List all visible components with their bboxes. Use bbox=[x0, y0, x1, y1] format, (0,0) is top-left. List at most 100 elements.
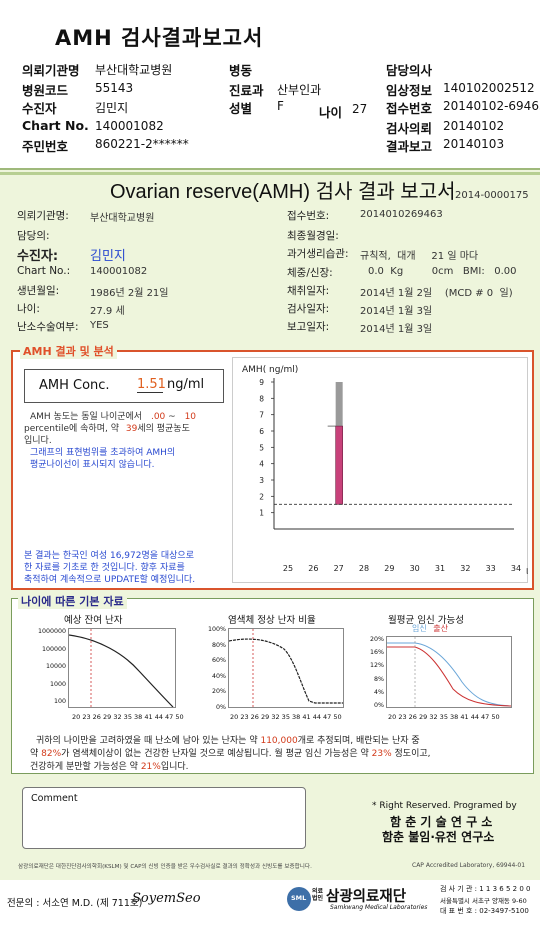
chart3-x-ticks: 20 23 26 29 32 35 38 41 44 47 50 bbox=[388, 713, 500, 721]
report-right-label: 과거생리습관: bbox=[287, 248, 349, 260]
chart-x-label: 나이 bbox=[526, 567, 528, 578]
y-tick-label: 2 bbox=[259, 492, 264, 501]
y-tick-label: 60% bbox=[212, 657, 226, 665]
y-tick-label: 4 bbox=[259, 460, 264, 469]
report-left-value: 부산대학교병원 bbox=[90, 213, 155, 224]
header-label: 주민번호 bbox=[22, 139, 69, 154]
report-right-label: 보고일자: bbox=[287, 321, 330, 333]
amh-note-line2: 평균나이선이 표시되지 않습니다. bbox=[30, 460, 155, 470]
header-label: 수진자 bbox=[22, 101, 57, 116]
summary2-text-c: 정도이고, bbox=[394, 749, 431, 759]
summary2-text-b: 가 염색체이상이 없는 건강한 난자일 것으로 예상됩니다. 월 평균 임신 가… bbox=[61, 749, 369, 759]
report-left-value: 김민지 bbox=[90, 249, 126, 264]
header-value: 김민지 bbox=[95, 101, 129, 115]
header-value: 부산대학교병원 bbox=[95, 63, 173, 77]
amh-conc-value: 1.51 bbox=[137, 377, 166, 393]
ovarian-report-title: Ovarian reserve(AMH) 검사 결과 보고서 bbox=[110, 181, 456, 203]
foundation-name-en: Samkwang Medical Laboratories bbox=[330, 904, 428, 911]
report-left-label: 생년월일: bbox=[17, 285, 60, 297]
chart3-plot bbox=[386, 636, 512, 708]
x-tick-label: 32 bbox=[460, 564, 470, 573]
header-value: 140102002512 bbox=[443, 81, 535, 95]
report-left-value: YES bbox=[90, 320, 109, 331]
y-tick-label: 80% bbox=[212, 641, 226, 649]
summary2-ratio: 82% bbox=[41, 749, 62, 759]
header-value: 140001082 bbox=[95, 119, 164, 133]
amh-desc-line2: percentile에 속하며, 약 39세의 평균농도 bbox=[24, 421, 190, 434]
x-tick-label: 26 bbox=[308, 564, 318, 573]
summary3-text-b: 입니다. bbox=[160, 762, 189, 772]
summary2-pregnancy: 23% bbox=[371, 749, 392, 759]
report-right-value: 0.0 Kg 0cm BMI: 0.00 bbox=[368, 266, 517, 277]
summary2-text: 약 bbox=[30, 749, 39, 759]
report-right-label: 채취일자: bbox=[287, 285, 330, 297]
y-tick-label: 16% bbox=[370, 649, 384, 657]
summary-line1: 귀하의 나이만을 고려하였을 때 난소에 남아 있는 난자는 약 110,000… bbox=[36, 733, 420, 746]
age-value: 27 bbox=[352, 102, 368, 116]
amh-analysis-heading: AMH 결과 및 분석 bbox=[20, 343, 117, 359]
y-tick-label: 40% bbox=[212, 672, 226, 680]
cap-accreditation: CAP Accredited Laboratory, 69944-01 bbox=[412, 862, 526, 869]
report-left-label: 의뢰기관명: bbox=[17, 210, 69, 222]
contact-line2: 서울특별시 서초구 양재동 9-60 bbox=[440, 897, 527, 905]
y-tick-label: 12% bbox=[370, 662, 384, 670]
header-label: 검사의뢰 bbox=[386, 121, 433, 136]
doctor-name: 전문의 : 서소연 M.D. (제 711호) bbox=[7, 898, 143, 909]
summary1-eggs: 110,000 bbox=[260, 736, 298, 746]
header-label: Chart No. bbox=[22, 118, 89, 133]
report-left-label: Chart No.: bbox=[17, 265, 71, 277]
x-tick-label: 33 bbox=[486, 564, 496, 573]
chart2-curve bbox=[228, 629, 343, 707]
y-tick-label: 7 bbox=[259, 411, 264, 420]
amh-conc-label: AMH Conc. bbox=[39, 378, 110, 393]
x-tick-label: 30 bbox=[410, 564, 420, 573]
header-value: F bbox=[277, 99, 284, 113]
report-right-value: 규칙적, 대개 21 일 마다 bbox=[360, 251, 479, 262]
y-tick-label: 10000 bbox=[45, 663, 66, 670]
y-tick-label: 3 bbox=[259, 476, 264, 485]
header-value: 20140103 bbox=[443, 137, 505, 151]
org-name-1: 함 춘 기 술 연 구 소 bbox=[390, 815, 493, 829]
desc2-text-b: 세의 평균농도 bbox=[137, 424, 190, 434]
foundation-prefix: 의료법인 bbox=[312, 888, 324, 902]
report-right-value: 2014년 1월 2일 (MCD # 0 일) bbox=[360, 288, 513, 299]
report-left-label: 나이: bbox=[17, 303, 40, 315]
desc1-sep: ~ bbox=[168, 412, 176, 422]
report-right-value: 2014년 1월 3일 bbox=[360, 324, 433, 335]
rights-text: * Right Reserved. Programed by bbox=[372, 801, 517, 811]
amh-conc-unit: ng/ml bbox=[167, 377, 205, 392]
footer: 전문의 : 서소연 M.D. (제 711호) SoyemSeo SML 의료법… bbox=[0, 880, 540, 929]
foundation-logo-icon: SML bbox=[287, 887, 311, 911]
amh-foot-line1: 본 결과는 한국인 여성 16,972명을 대상으로 bbox=[24, 551, 194, 561]
desc1-percentile-low: .00 bbox=[150, 412, 166, 422]
doctor-signature: SoyemSeo bbox=[132, 891, 201, 906]
header-label: 의뢰기관명 bbox=[22, 63, 80, 78]
comment-label: Comment bbox=[31, 793, 78, 804]
header-label: 병원코드 bbox=[22, 83, 69, 98]
report-left-label: 수진자: bbox=[17, 249, 59, 264]
header-label: 진료과 bbox=[229, 83, 264, 98]
comment-box: Comment bbox=[22, 787, 306, 849]
panel-top-line bbox=[0, 172, 540, 175]
y-tick-label: 8% bbox=[374, 675, 384, 683]
summary-line3: 건강하게 분만할 가능성은 약 21%입니다. bbox=[30, 759, 189, 772]
chart3-title: 월평균 임신 가능성 bbox=[388, 615, 464, 626]
report-left-value: 27.9 세 bbox=[90, 306, 125, 317]
summary3-birth: 21% bbox=[140, 762, 161, 772]
summary1-text: 귀하의 나이만을 고려하였을 때 난소에 남아 있는 난자는 약 bbox=[36, 736, 258, 746]
age-data-heading: 나이에 따른 기본 자료 bbox=[18, 593, 127, 609]
normal-egg-ratio-chart: 염색체 정상 난자 비율 100% 80% 60% 40% 20% 0% 20 23 26… bbox=[190, 612, 350, 722]
chart2-plot bbox=[228, 628, 344, 708]
foundation-name: 삼광의료재단 bbox=[326, 889, 407, 905]
amh-desc-line3: 입니다. bbox=[24, 436, 52, 446]
x-tick-label: 29 bbox=[384, 564, 394, 573]
legend-birth: 출산 bbox=[433, 624, 449, 633]
desc1-text: AMH 농도는 동일 나이군에서 bbox=[30, 412, 143, 422]
header-label: 임상정보 bbox=[386, 83, 433, 98]
y-tick-label: 20% bbox=[212, 688, 226, 696]
y-tick-label: 4% bbox=[374, 688, 384, 696]
chart3-curves bbox=[387, 637, 512, 707]
y-tick-label: 6 bbox=[259, 427, 264, 436]
report-right-value: 2014년 1월 3일 bbox=[360, 306, 433, 317]
